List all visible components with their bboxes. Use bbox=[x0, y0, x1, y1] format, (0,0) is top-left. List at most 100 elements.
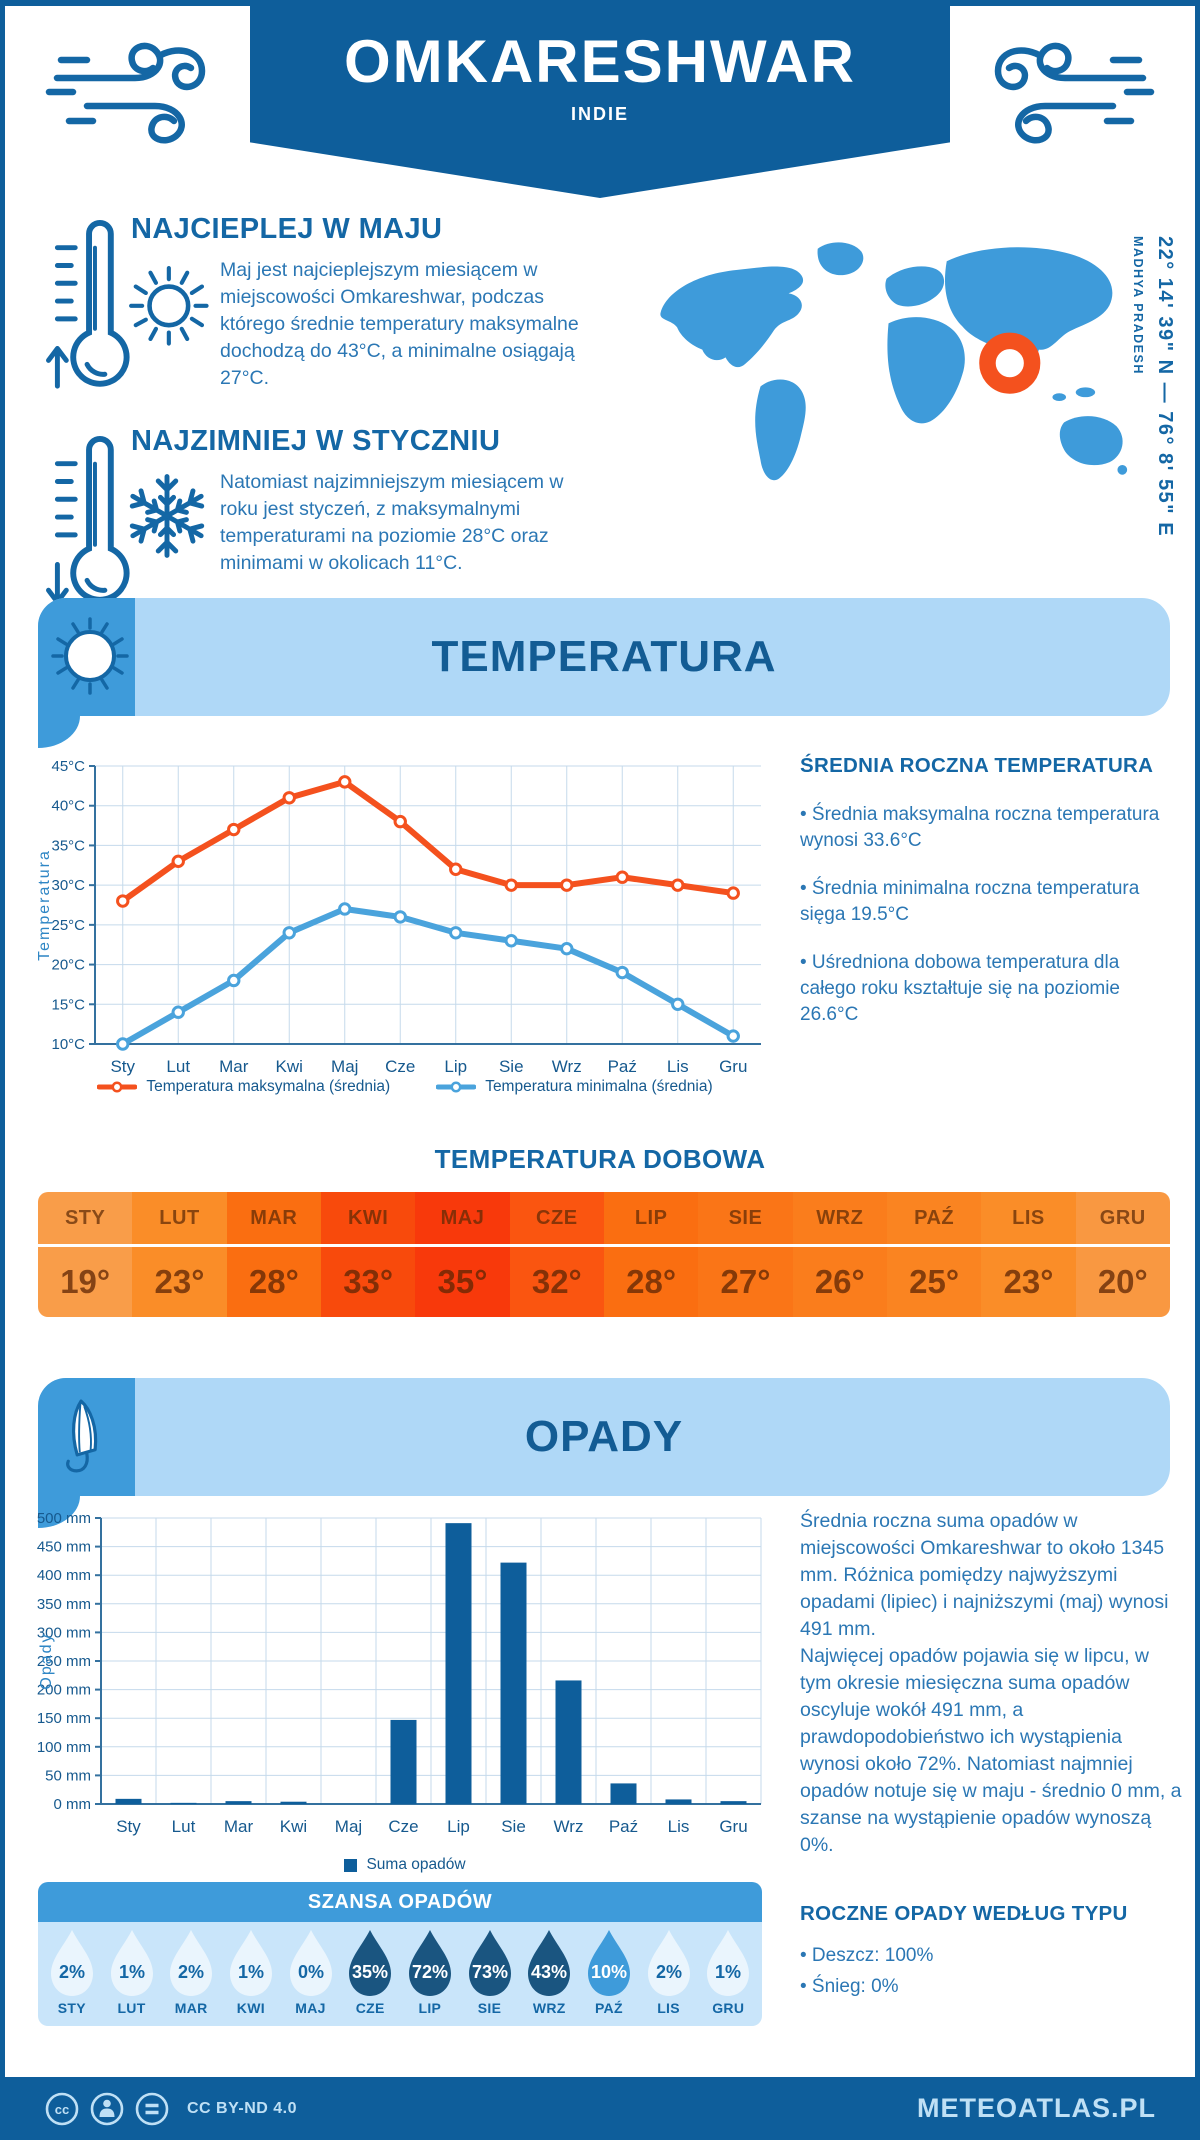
sun-icon bbox=[51, 617, 129, 695]
daily-month-cell: KWI bbox=[320, 1192, 416, 1244]
chance-drop: 2% LIS bbox=[639, 1922, 699, 2026]
bar bbox=[225, 1801, 252, 1804]
svg-text:Mar: Mar bbox=[219, 1057, 249, 1076]
daily-temperature-title: TEMPERATURA DOBOWA bbox=[434, 1144, 766, 1174]
svg-text:400 mm: 400 mm bbox=[37, 1567, 91, 1584]
bar bbox=[390, 1719, 417, 1804]
svg-text:Maj: Maj bbox=[331, 1057, 358, 1076]
raindrop-icon: 1% bbox=[707, 1930, 750, 1996]
daily-value-cell: 33° bbox=[320, 1247, 416, 1317]
daily-month-cell: CZE bbox=[509, 1192, 604, 1244]
footer-bar: cc CC BY-ND 4.0 METEOATLAS.PL bbox=[5, 2077, 1195, 2140]
daily-month-cell: LUT bbox=[132, 1192, 227, 1244]
chance-drops-row: 2% STY 1% LUT 2% MAR 1% KWI 0% MAJ 35% CZE 72% LIP 73%… bbox=[38, 1922, 762, 2026]
temp-summary-title: ŚREDNIA ROCZNA TEMPERATURA bbox=[800, 754, 1154, 777]
svg-text:Maj: Maj bbox=[335, 1817, 362, 1836]
raindrop-icon: 2% bbox=[50, 1930, 93, 1996]
bar bbox=[445, 1523, 472, 1804]
svg-text:Gru: Gru bbox=[719, 1817, 747, 1836]
chance-drop: 1% LUT bbox=[102, 1922, 162, 2026]
svg-text:cc: cc bbox=[55, 2102, 69, 2117]
drop-month: WRZ bbox=[532, 2000, 566, 2016]
drop-month: MAJ bbox=[295, 2000, 326, 2016]
drop-percent: 73% bbox=[472, 1962, 508, 1982]
raindrop-icon: 35% bbox=[349, 1930, 392, 1996]
daily-month-cell: GRU bbox=[1075, 1192, 1170, 1244]
drop-percent: 72% bbox=[412, 1962, 448, 1982]
svg-text:Sie: Sie bbox=[501, 1817, 526, 1836]
rain-type-bullets: • Deszcz: 100% • Śnieg: 0% bbox=[800, 1940, 1178, 2002]
equals-icon bbox=[135, 2092, 169, 2125]
raindrop-icon: 2% bbox=[647, 1930, 690, 1996]
temp-summary-bullets: • Średnia maksymalna roczna temperatura … bbox=[800, 802, 1178, 1050]
svg-text:Kwi: Kwi bbox=[276, 1057, 303, 1076]
drop-percent: 0% bbox=[298, 1962, 324, 1982]
daily-month-cell: LIP bbox=[603, 1192, 699, 1244]
bar bbox=[610, 1783, 637, 1804]
svg-text:35°C: 35°C bbox=[51, 837, 85, 854]
svg-text:Wrz: Wrz bbox=[554, 1817, 584, 1836]
temp-bullet: • Uśredniona dobowa temperatura dla całe… bbox=[800, 952, 1121, 1025]
svg-text:500 mm: 500 mm bbox=[37, 1510, 91, 1527]
license-group: cc CC BY-ND 4.0 bbox=[44, 2091, 297, 2127]
drop-month: LIS bbox=[657, 2000, 680, 2016]
license-label: CC BY-ND 4.0 bbox=[187, 2099, 298, 2117]
drop-month: MAR bbox=[174, 2000, 208, 2016]
chance-drop: 10% PAŹ bbox=[579, 1922, 639, 2026]
legend-label: Temperatura maksymalna (średnia) bbox=[146, 1078, 391, 1095]
legend-label: Suma opadów bbox=[366, 1856, 466, 1873]
daily-value-cell: 20° bbox=[1075, 1247, 1170, 1317]
umbrella-icon bbox=[66, 1399, 98, 1473]
raindrop-icon: 72% bbox=[408, 1930, 451, 1996]
svg-text:30°C: 30°C bbox=[51, 877, 85, 894]
drop-percent: 10% bbox=[591, 1962, 627, 1982]
svg-text:Lut: Lut bbox=[172, 1817, 196, 1836]
daily-month-cell: LIS bbox=[981, 1192, 1076, 1244]
rain-type-bullet: • Deszcz: 100% bbox=[800, 1945, 934, 1966]
raindrop-icon: 1% bbox=[229, 1930, 272, 1996]
thermometer-up-icon bbox=[46, 220, 130, 389]
legend-square-swatch bbox=[344, 1858, 358, 1872]
daily-value-cell: 32° bbox=[509, 1247, 604, 1317]
daily-temperature-table: STY LUT MAR KWI MAJ CZE LIP SIE WRZ PAŹ LIS GRU 19°… bbox=[38, 1192, 1170, 1317]
wind-icon bbox=[994, 42, 1155, 144]
geo-region: MADHYA PRADESH bbox=[1131, 236, 1145, 375]
svg-text:Cze: Cze bbox=[385, 1057, 415, 1076]
svg-text:25°C: 25°C bbox=[51, 917, 85, 934]
geo-block: 22° 14' 39" N — 76° 8' 55" E MADHYA PRAD… bbox=[1131, 236, 1176, 581]
snowflake-icon bbox=[129, 474, 205, 558]
raindrop-icon: 2% bbox=[170, 1930, 213, 1996]
daily-value-cell: 23° bbox=[981, 1247, 1076, 1317]
svg-text:Lip: Lip bbox=[447, 1817, 470, 1836]
chance-drop: 1% GRU bbox=[698, 1922, 758, 2026]
drop-percent: 1% bbox=[118, 1962, 144, 1982]
svg-text:Lis: Lis bbox=[668, 1817, 690, 1836]
daily-value-cell: 35° bbox=[415, 1247, 510, 1317]
legend-line-swatch bbox=[97, 1081, 138, 1093]
precipitation-bar-chart: 500 mm 450 mm 400 mm 350 mm 300 mm 250 mm 200 … bbox=[37, 1510, 762, 1836]
bar bbox=[170, 1802, 197, 1804]
drop-month: CZE bbox=[355, 2000, 385, 2016]
svg-text:20°C: 20°C bbox=[51, 957, 85, 974]
bar bbox=[720, 1801, 747, 1804]
svg-text:Cze: Cze bbox=[388, 1817, 418, 1836]
raindrop-icon: 43% bbox=[528, 1930, 571, 1996]
bar bbox=[280, 1801, 307, 1804]
drop-percent: 2% bbox=[656, 1962, 682, 1982]
daily-value-cell: 19° bbox=[38, 1247, 133, 1317]
legend-label: Temperatura minimalna (średnia) bbox=[485, 1078, 713, 1095]
rain-type-bullet: • Śnieg: 0% bbox=[800, 1976, 899, 1997]
cold-text: Natomiast najzimniejszym miesiącem w rok… bbox=[220, 471, 564, 574]
svg-text:Mar: Mar bbox=[224, 1817, 254, 1836]
chance-drop: 2% STY bbox=[42, 1922, 102, 2026]
drop-month: GRU bbox=[712, 2000, 745, 2016]
svg-text:450 mm: 450 mm bbox=[37, 1539, 91, 1556]
svg-text:10°C: 10°C bbox=[51, 1036, 85, 1053]
drop-month: KWI bbox=[236, 2000, 265, 2016]
chance-of-precipitation: SZANSA OPADÓW 2% STY 1% LUT 2% MAR 1% KWI 0% MAJ 3… bbox=[38, 1882, 762, 2026]
rain-text-1: Średnia roczna suma opadów w miejscowośc… bbox=[800, 1510, 1169, 1640]
bar bbox=[500, 1562, 527, 1804]
svg-text:Lip: Lip bbox=[444, 1057, 467, 1076]
chance-drop: 35% CZE bbox=[340, 1922, 400, 2026]
